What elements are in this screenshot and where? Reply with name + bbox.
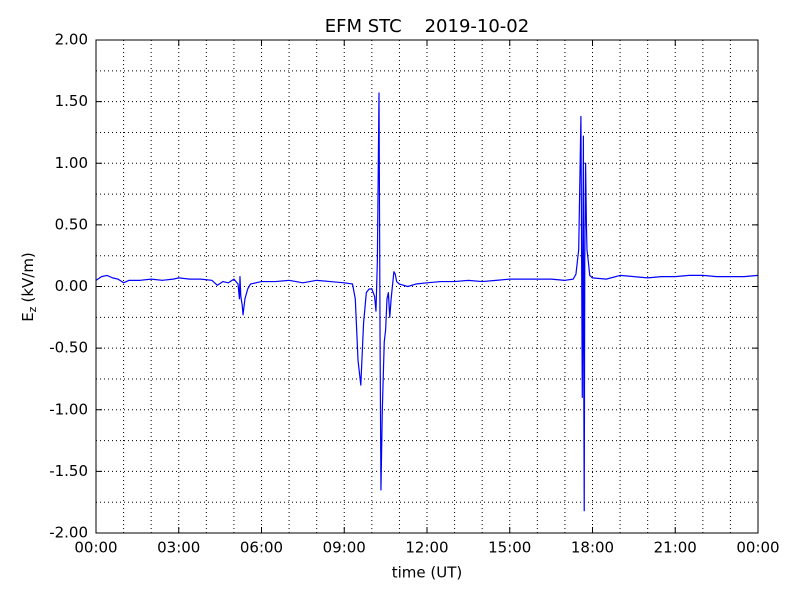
y-label-unit: (kV/m) bbox=[19, 252, 37, 302]
y-tick-label: -1.50 bbox=[49, 462, 88, 480]
x-tick-label: 06:00 bbox=[240, 539, 283, 557]
x-tick-label: 03:00 bbox=[157, 539, 200, 557]
x-tick-label: 18:00 bbox=[571, 539, 614, 557]
x-tick-label: 21:00 bbox=[654, 539, 697, 557]
y-tick-label: -0.50 bbox=[49, 339, 88, 357]
y-axis-label: Ez (kV/m) bbox=[19, 252, 40, 322]
y-tick-label: 2.00 bbox=[55, 31, 88, 49]
x-tick-label: 15:00 bbox=[488, 539, 531, 557]
y-tick-label: 0.50 bbox=[55, 215, 88, 233]
x-tick-label: 00:00 bbox=[736, 539, 779, 557]
x-tick-label: 00:00 bbox=[74, 539, 117, 557]
x-tick-label: 09:00 bbox=[323, 539, 366, 557]
y-tick-label: 1.50 bbox=[55, 92, 88, 110]
y-tick-label: 1.00 bbox=[55, 154, 88, 172]
y-tick-label: -2.00 bbox=[49, 524, 88, 542]
y-tick-label: -1.00 bbox=[49, 400, 88, 418]
y-tick-label: 0.00 bbox=[55, 277, 88, 295]
y-label-symbol: E bbox=[19, 312, 37, 321]
x-axis-label: time (UT) bbox=[392, 564, 463, 582]
y-label-subscript: z bbox=[26, 306, 39, 312]
data-line bbox=[95, 92, 759, 512]
x-tick-label: 12:00 bbox=[405, 539, 448, 557]
chart-title: EFM STC 2019-10-02 bbox=[325, 16, 529, 37]
plot-frame bbox=[95, 39, 759, 534]
